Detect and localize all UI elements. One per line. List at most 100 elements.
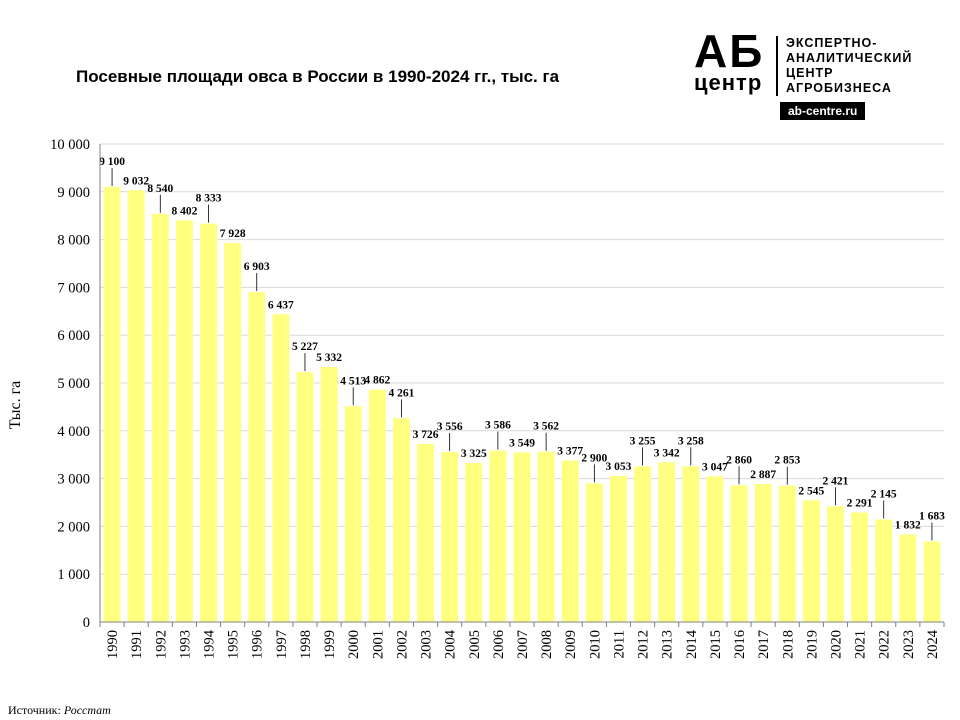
x-tick-label: 2011 bbox=[611, 630, 627, 658]
logo-line: АГРОБИЗНЕСА bbox=[786, 81, 892, 95]
data-label: 4 862 bbox=[364, 375, 390, 387]
bar bbox=[392, 418, 410, 622]
x-tick-label: 2019 bbox=[804, 630, 820, 659]
x-tick-label: 2021 bbox=[853, 630, 869, 659]
y-tick-label: 2 000 bbox=[57, 519, 90, 535]
x-tick-label: 2004 bbox=[443, 629, 459, 659]
axes bbox=[99, 144, 945, 627]
bar bbox=[658, 462, 676, 622]
data-label: 2 900 bbox=[581, 452, 607, 464]
x-tick-label: 1993 bbox=[177, 630, 193, 659]
chart-title: Посевные площади овса в России в 1990-20… bbox=[76, 67, 560, 86]
data-label: 8 540 bbox=[147, 183, 173, 195]
x-tick-label: 2012 bbox=[636, 630, 652, 659]
y-tick-label: 3 000 bbox=[57, 472, 90, 488]
x-tick-label: 2014 bbox=[684, 629, 700, 659]
data-label: 4 513 bbox=[340, 375, 366, 387]
bars bbox=[103, 187, 941, 623]
x-tick-label: 2017 bbox=[756, 630, 772, 659]
bar bbox=[634, 466, 652, 622]
x-tick-label: 1990 bbox=[105, 630, 121, 659]
x-tick-label: 2003 bbox=[419, 630, 435, 659]
bar bbox=[417, 443, 434, 622]
x-tick-label: 2010 bbox=[587, 630, 603, 659]
y-tick-label: 8 000 bbox=[57, 233, 90, 249]
x-tick-label: 2006 bbox=[491, 630, 507, 659]
data-label: 2 545 bbox=[798, 485, 824, 497]
bar bbox=[224, 243, 242, 622]
bar bbox=[827, 506, 844, 622]
y-tick-label: 1 000 bbox=[57, 567, 90, 583]
data-label: 5 332 bbox=[316, 352, 342, 364]
data-label: 8 402 bbox=[171, 205, 197, 217]
x-tick-label: 1992 bbox=[153, 630, 169, 659]
data-label: 9 032 bbox=[123, 175, 149, 187]
x-tick-label: 2000 bbox=[346, 630, 362, 659]
data-label: 2 853 bbox=[774, 455, 800, 467]
x-tick-label: 2024 bbox=[925, 629, 941, 659]
bar bbox=[585, 483, 603, 622]
bar bbox=[537, 451, 555, 622]
x-tick-label: 2015 bbox=[708, 630, 724, 659]
x-tick-label: 2007 bbox=[515, 630, 531, 659]
data-label: 3 255 bbox=[630, 435, 656, 447]
data-label: 3 047 bbox=[702, 461, 728, 473]
x-tick-label: 1997 bbox=[274, 630, 290, 659]
bar bbox=[200, 223, 217, 622]
bar bbox=[296, 372, 314, 622]
y-tick-label: 9 000 bbox=[57, 185, 90, 201]
x-tick-label: 2023 bbox=[901, 630, 917, 659]
bar bbox=[272, 314, 290, 622]
bar bbox=[754, 484, 772, 622]
bar bbox=[368, 389, 386, 622]
ab-centre-logo: АБ центр ЭКСПЕРТНО- АНАЛИТИЧЕСКИЙ ЦЕНТР … bbox=[690, 28, 940, 126]
data-label: 3 549 bbox=[509, 437, 535, 449]
x-tick-label: 2018 bbox=[780, 630, 796, 659]
data-label: 3 342 bbox=[654, 447, 680, 459]
bar bbox=[441, 452, 459, 622]
data-label: 3 556 bbox=[437, 421, 463, 433]
data-label: 9 100 bbox=[99, 156, 125, 168]
x-tick-label: 1994 bbox=[202, 629, 218, 659]
bar bbox=[730, 485, 748, 622]
x-tick-label: 1998 bbox=[298, 630, 314, 659]
source-label: Источник: bbox=[8, 703, 61, 717]
bar bbox=[561, 460, 579, 622]
bar bbox=[489, 450, 507, 622]
bar bbox=[103, 187, 121, 622]
y-tick-labels: 0 1 000 2 000 3 000 4 000 5 000 6 000 7 000 8 00… bbox=[50, 137, 90, 631]
x-tick-label: 1999 bbox=[322, 630, 338, 659]
data-label: 3 726 bbox=[413, 429, 439, 441]
bar bbox=[899, 534, 917, 622]
x-tick-label: 2001 bbox=[370, 630, 386, 659]
source-note: Источник: Росстат bbox=[8, 703, 111, 718]
logo-line: ЭКСПЕРТНО- bbox=[786, 36, 878, 50]
y-tick-label: 10 000 bbox=[50, 137, 90, 153]
y-tick-label: 4 000 bbox=[57, 424, 90, 440]
data-label: 6 903 bbox=[244, 261, 270, 273]
x-tick-label: 1995 bbox=[226, 630, 242, 659]
bar bbox=[344, 406, 362, 622]
x-tick-label: 2009 bbox=[563, 630, 579, 659]
data-label: 2 421 bbox=[823, 475, 849, 487]
bar bbox=[778, 485, 796, 622]
x-tick-label: 1996 bbox=[250, 630, 266, 659]
bar bbox=[802, 500, 820, 622]
data-label: 2 291 bbox=[847, 497, 873, 509]
y-axis-label: Тыс. га bbox=[7, 381, 24, 430]
x-tick-label: 2016 bbox=[732, 630, 748, 659]
data-label: 7 928 bbox=[220, 228, 246, 240]
data-label: 3 053 bbox=[606, 461, 632, 473]
bar bbox=[923, 541, 941, 622]
bar bbox=[248, 292, 266, 622]
y-tick-label: 7 000 bbox=[57, 280, 90, 296]
data-label: 2 145 bbox=[871, 488, 897, 500]
data-label: 2 887 bbox=[750, 469, 776, 481]
logo-line: ЦЕНТР bbox=[786, 66, 834, 80]
x-tick-label: 2008 bbox=[539, 630, 555, 659]
logo-url: ab-centre.ru bbox=[780, 102, 866, 120]
data-label: 3 586 bbox=[485, 420, 511, 432]
bar bbox=[127, 190, 145, 623]
